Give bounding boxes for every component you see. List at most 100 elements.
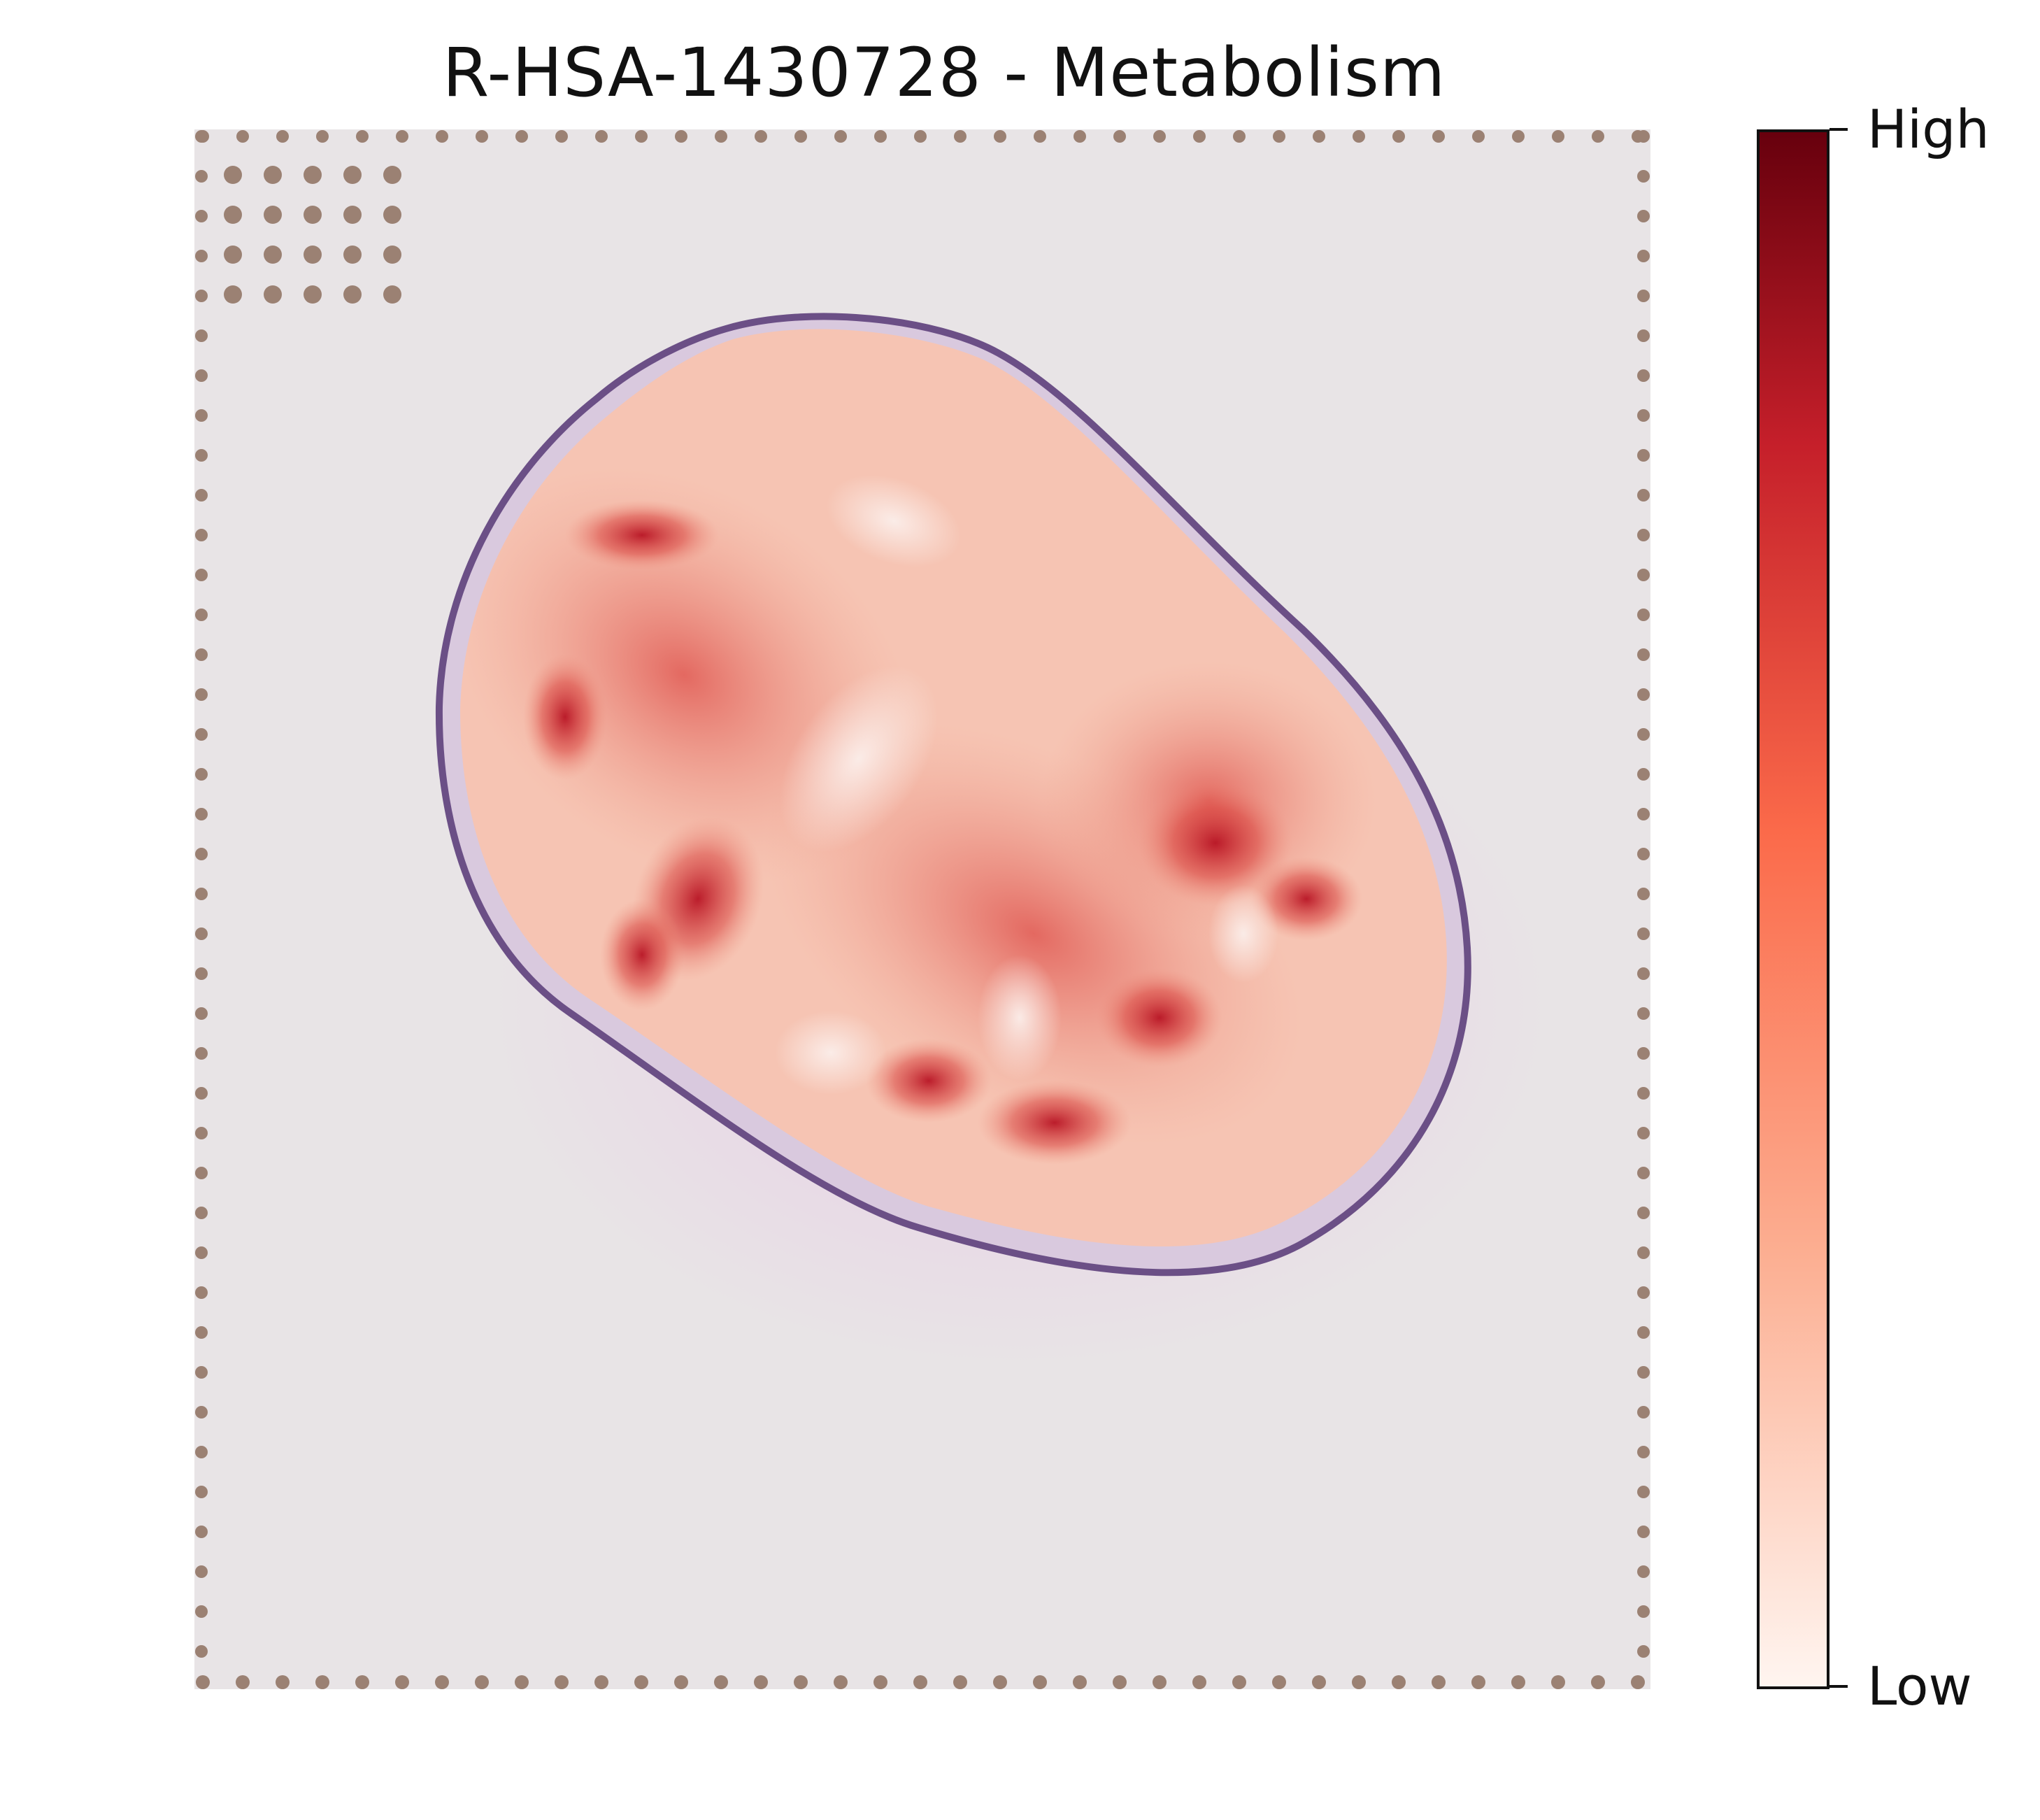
heat-blob — [565, 500, 719, 570]
fiducial-spot — [1034, 130, 1046, 143]
fiducial-spot — [435, 1675, 449, 1689]
fiducial-spot — [1551, 1675, 1565, 1689]
fiducial-spot — [195, 1565, 208, 1578]
fiducial-spot — [594, 1675, 608, 1689]
fiducial-spot — [595, 130, 608, 143]
fiducial-spot — [873, 1675, 887, 1689]
fiducial-spot — [195, 1326, 208, 1339]
fiducial-spot — [674, 1675, 688, 1689]
fiducial-spot — [264, 285, 282, 304]
fiducial-spot — [383, 285, 401, 304]
fiducial-spot — [1432, 130, 1445, 143]
fiducial-spot — [343, 246, 362, 264]
fiducial-spot — [195, 888, 208, 900]
fiducial-spot — [1637, 927, 1650, 940]
colorbar — [1757, 129, 1829, 1689]
fiducial-spot — [195, 529, 208, 541]
fiducial-spot — [195, 1007, 208, 1020]
fiducial-spot — [356, 130, 369, 143]
fiducial-spot — [224, 206, 242, 224]
fiducial-spot — [1637, 1446, 1650, 1458]
fiducial-spot — [1471, 1675, 1485, 1689]
fiducial-spot — [195, 1605, 208, 1618]
fiducial-spot — [515, 130, 528, 143]
fiducial-spot — [1631, 1675, 1645, 1689]
fiducial-spot — [1591, 1675, 1605, 1689]
heat-blob — [775, 1011, 887, 1095]
fiducial-spot — [1637, 290, 1650, 302]
fiducial-spot — [195, 728, 208, 741]
heat-blob — [1097, 969, 1222, 1067]
fiducial-spot — [834, 1675, 848, 1689]
fiducial-spot — [1592, 130, 1604, 143]
fiducial-spot — [475, 1675, 489, 1689]
fiducial-spot — [195, 1127, 208, 1139]
fiducial-spot — [195, 1207, 208, 1219]
fiducial-spot — [954, 130, 966, 143]
fiducial-spot — [1512, 130, 1525, 143]
fiducial-spot — [1637, 1406, 1650, 1419]
fiducial-spot — [195, 1047, 208, 1060]
fiducial-spot — [195, 250, 208, 262]
fiducial-spot — [195, 1406, 208, 1419]
fiducial-spot — [1113, 130, 1126, 143]
fiducial-spot — [383, 246, 401, 264]
fiducial-spot — [195, 1446, 208, 1458]
fiducial-spot — [195, 768, 208, 781]
fiducial-spot — [1272, 1675, 1286, 1689]
fiducial-spot — [1637, 170, 1650, 183]
fiducial-spot — [675, 130, 687, 143]
fiducial-spot — [1033, 1675, 1047, 1689]
fiducial-spot — [195, 1286, 208, 1299]
fiducial-spot — [1637, 1326, 1650, 1339]
tissue-heatmap-overlay — [194, 129, 1650, 1689]
colorbar-label-high: High — [1867, 98, 1990, 160]
fiducial-spot — [1637, 848, 1650, 860]
fiducial-spot — [195, 1366, 208, 1379]
fiducial-spot — [515, 1675, 529, 1689]
fiducial-spot — [1511, 1675, 1525, 1689]
fiducial-spot — [1637, 1565, 1650, 1578]
fiducial-spot — [1637, 569, 1650, 581]
fiducial-spot — [195, 1087, 208, 1100]
fiducial-spot — [1637, 250, 1650, 262]
fiducial-spot — [304, 206, 322, 224]
fiducial-spot — [195, 489, 208, 502]
fiducial-spot — [195, 1246, 208, 1259]
fiducial-spot — [195, 808, 208, 820]
fiducial-spot — [1637, 808, 1650, 820]
fiducial-spot — [383, 206, 401, 224]
fiducial-spot — [1637, 768, 1650, 781]
fiducial-spot — [1233, 130, 1246, 143]
fiducial-spot — [195, 848, 208, 860]
fiducial-spot — [195, 369, 208, 382]
fiducial-spot — [1637, 329, 1650, 342]
fiducial-spot — [304, 246, 322, 264]
fiducial-spot — [195, 1167, 208, 1179]
fiducial-spot — [436, 130, 448, 143]
fiducial-spot — [316, 130, 329, 143]
fiducial-spot — [1637, 1246, 1650, 1259]
fiducial-spot — [195, 210, 208, 222]
fiducial-spot — [1637, 449, 1650, 462]
fiducial-spot — [1637, 1286, 1650, 1299]
fiducial-spot — [794, 130, 807, 143]
fiducial-spot — [195, 329, 208, 342]
fiducial-spot — [1637, 888, 1650, 900]
fiducial-spot — [1637, 369, 1650, 382]
heat-blob — [978, 955, 1062, 1081]
fiducial-spot — [1432, 1675, 1446, 1689]
fiducial-spot — [1637, 609, 1650, 621]
fiducial-spot — [1637, 529, 1650, 541]
fiducial-spot — [1637, 1605, 1650, 1618]
fiducial-spot — [195, 170, 208, 183]
fiducial-spot — [914, 130, 927, 143]
fiducial-spot — [355, 1675, 369, 1689]
fiducial-spot — [195, 648, 208, 661]
fiducial-spot — [1552, 130, 1564, 143]
fiducial-spot — [195, 609, 208, 621]
fiducial-spot — [236, 1675, 250, 1689]
heat-blob — [1208, 885, 1278, 983]
fiducial-spot — [1637, 1526, 1650, 1538]
fiducial-spot — [304, 285, 322, 304]
